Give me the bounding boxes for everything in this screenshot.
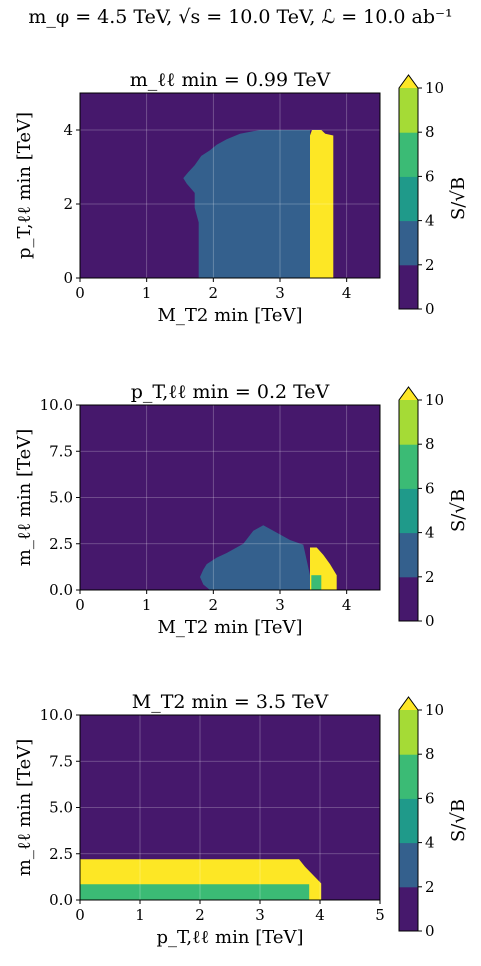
x-tick-label: 0 — [75, 284, 85, 302]
x-tick-label: 4 — [342, 284, 352, 302]
x-tick-label: 1 — [135, 906, 145, 924]
x-tick-label: 0 — [75, 596, 85, 614]
colorbar-segment — [399, 400, 418, 445]
colorbar-segment — [399, 576, 418, 622]
colorbar-tick-label: 8 — [425, 435, 435, 453]
colorbar-segment — [399, 220, 418, 266]
panel-title: M_T2 min = 3.5 TeV — [132, 691, 329, 713]
x-tick-label: 2 — [195, 906, 205, 924]
y-tick-label: 0 — [63, 269, 73, 287]
panel-title: m_ℓℓ min = 0.99 TeV — [130, 69, 331, 91]
contour-region-3 — [311, 575, 322, 590]
colorbar-tick-label: 6 — [425, 167, 435, 185]
colorbar-extend-segment — [399, 697, 418, 710]
colorbar-frame — [398, 386, 419, 622]
colorbar-tick-label: 0 — [425, 300, 435, 318]
x-tick-label: 3 — [255, 906, 265, 924]
y-axis-label: m_ℓℓ min [TeV] — [14, 429, 35, 566]
colorbar-tick-label: 6 — [425, 789, 435, 807]
x-tick-label: 1 — [142, 284, 152, 302]
y-tick-label: 7.5 — [49, 442, 73, 460]
y-tick-label: 2 — [63, 195, 73, 213]
y-tick-label: 5.0 — [49, 799, 73, 817]
y-tick-label: 5.0 — [49, 489, 73, 507]
colorbar-label: S/√B — [448, 799, 469, 842]
colorbar-tick-label: 10 — [425, 391, 444, 409]
figure-suptitle: m_φ = 4.5 TeV, √s = 10.0 TeV, ℒ = 10.0 a… — [0, 6, 481, 28]
colorbar-tick-label: 2 — [425, 878, 435, 896]
x-tick-label: 4 — [342, 596, 352, 614]
colorbar-segment — [399, 488, 418, 534]
x-axis-label: M_T2 min [TeV] — [157, 305, 302, 326]
chart-panel-2: 0 1 2 3 4 0.0 2.5 5.0 7.5 10.0 p_T,ℓℓ min = 0.2 Te… — [14, 381, 469, 638]
colorbar-tick-label: 0 — [425, 612, 435, 630]
colorbar-label: S/√B — [448, 177, 469, 220]
x-tick-label: 1 — [142, 596, 152, 614]
colorbar-frame — [398, 696, 419, 932]
colorbar-label: S/√B — [448, 489, 469, 532]
x-axis-label: p_T,ℓℓ min [TeV] — [156, 927, 303, 948]
colorbar-segment — [399, 264, 418, 310]
colorbar-tick-label: 8 — [425, 745, 435, 763]
colorbar: 0 2 4 6 8 10 S/√B — [398, 696, 469, 940]
colorbar-tick-label: 8 — [425, 123, 435, 141]
contour-region-2 — [310, 130, 334, 278]
colorbar-tick-label: 10 — [425, 701, 444, 719]
colorbar-segment — [399, 886, 418, 932]
colorbar-segment — [399, 444, 418, 489]
plot-frame — [79, 92, 381, 279]
y-tick-label: 2.5 — [49, 845, 73, 863]
colorbar-tick-label: 10 — [425, 79, 444, 97]
colorbar-tick-label: 4 — [425, 524, 435, 542]
chart-panel-1: 0 1 2 3 4 0 2 4 m_ℓℓ min = 0.99 TeV M_T2 min [TeV… — [14, 69, 469, 326]
colorbar-tick-label: 0 — [425, 922, 435, 940]
y-axis-label: m_ℓℓ min [TeV] — [14, 739, 35, 876]
colorbar-tick-label: 6 — [425, 479, 435, 497]
colorbar: 0 2 4 6 8 10 S/√B — [398, 386, 469, 630]
colorbar-segment — [399, 88, 418, 133]
y-tick-label: 7.5 — [49, 752, 73, 770]
y-tick-label: 2.5 — [49, 535, 73, 553]
x-tick-label: 5 — [375, 906, 385, 924]
colorbar-segment — [399, 132, 418, 177]
y-tick-label: 0.0 — [49, 891, 73, 909]
suptitle-text: m_φ = 4.5 TeV, √s = 10.0 TeV, ℒ = 10.0 a… — [28, 6, 453, 28]
contour-region-1 — [183, 130, 310, 278]
y-tick-label: 4 — [63, 121, 73, 139]
chart-panel-3: 0 1 2 3 4 5 0.0 2.5 5.0 7.5 10.0 M_T2 min = 3.5 TeV… — [14, 691, 469, 948]
x-tick-label: 2 — [209, 596, 219, 614]
colorbar-tick-label: 4 — [425, 834, 435, 852]
colorbar-extend-segment — [399, 387, 418, 400]
x-axis-label: M_T2 min [TeV] — [157, 617, 302, 638]
colorbar-segment — [399, 710, 418, 755]
x-tick-label: 0 — [75, 906, 85, 924]
x-tick-label: 3 — [275, 284, 285, 302]
y-tick-label: 0.0 — [49, 581, 73, 599]
colorbar-segment — [399, 176, 418, 222]
colorbar-segment — [399, 842, 418, 888]
contour-region-2 — [80, 884, 310, 900]
contour-region-1 — [200, 525, 310, 590]
colorbar-tick-label: 2 — [425, 568, 435, 586]
panel-title: p_T,ℓℓ min = 0.2 TeV — [131, 381, 330, 403]
colorbar-tick-label: 2 — [425, 256, 435, 274]
colorbar-tick-label: 4 — [425, 212, 435, 230]
colorbar-segment — [399, 532, 418, 578]
colorbar: 0 2 4 6 8 10 S/√B — [398, 74, 469, 318]
colorbar-frame — [398, 74, 419, 310]
colorbar-extend-segment — [399, 75, 418, 88]
y-tick-label: 10.0 — [40, 396, 73, 414]
x-tick-label: 3 — [275, 596, 285, 614]
y-axis-label: p_T,ℓℓ min [TeV] — [14, 112, 35, 259]
y-tick-label: 10.0 — [40, 706, 73, 724]
x-tick-label: 2 — [209, 284, 219, 302]
x-tick-label: 4 — [315, 906, 325, 924]
colorbar-segment — [399, 798, 418, 844]
colorbar-segment — [399, 754, 418, 799]
